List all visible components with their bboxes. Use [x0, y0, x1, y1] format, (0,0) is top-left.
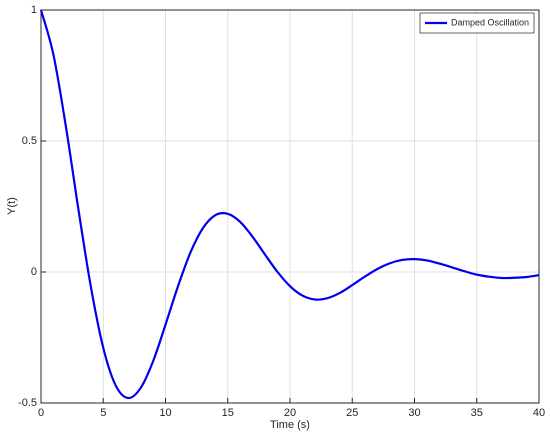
x-tick-label: 5 — [100, 407, 106, 419]
x-tick-label: 25 — [346, 407, 358, 419]
y-tick-label: 0 — [31, 266, 37, 278]
x-tick-label: 20 — [284, 407, 296, 419]
legend-box — [419, 12, 535, 34]
x-tick-label: 40 — [533, 407, 545, 419]
x-tick-label: 30 — [408, 407, 420, 419]
x-tick-label: 15 — [222, 407, 234, 419]
y-axis-label: Y(t) — [6, 197, 18, 215]
x-tick-label: 35 — [471, 407, 483, 419]
x-axis-label: Time (s) — [270, 419, 310, 431]
legend-label: Damped Oscillation — [451, 17, 529, 27]
y-tick-label: 1 — [31, 4, 37, 16]
x-tick-label: 10 — [159, 407, 171, 419]
y-tick-label: 0.5 — [22, 135, 37, 147]
y-tick-label: -0.5 — [18, 397, 37, 409]
x-tick-label: 0 — [38, 407, 44, 419]
line-series — [39, 9, 540, 400]
plot-frame — [40, 9, 540, 404]
